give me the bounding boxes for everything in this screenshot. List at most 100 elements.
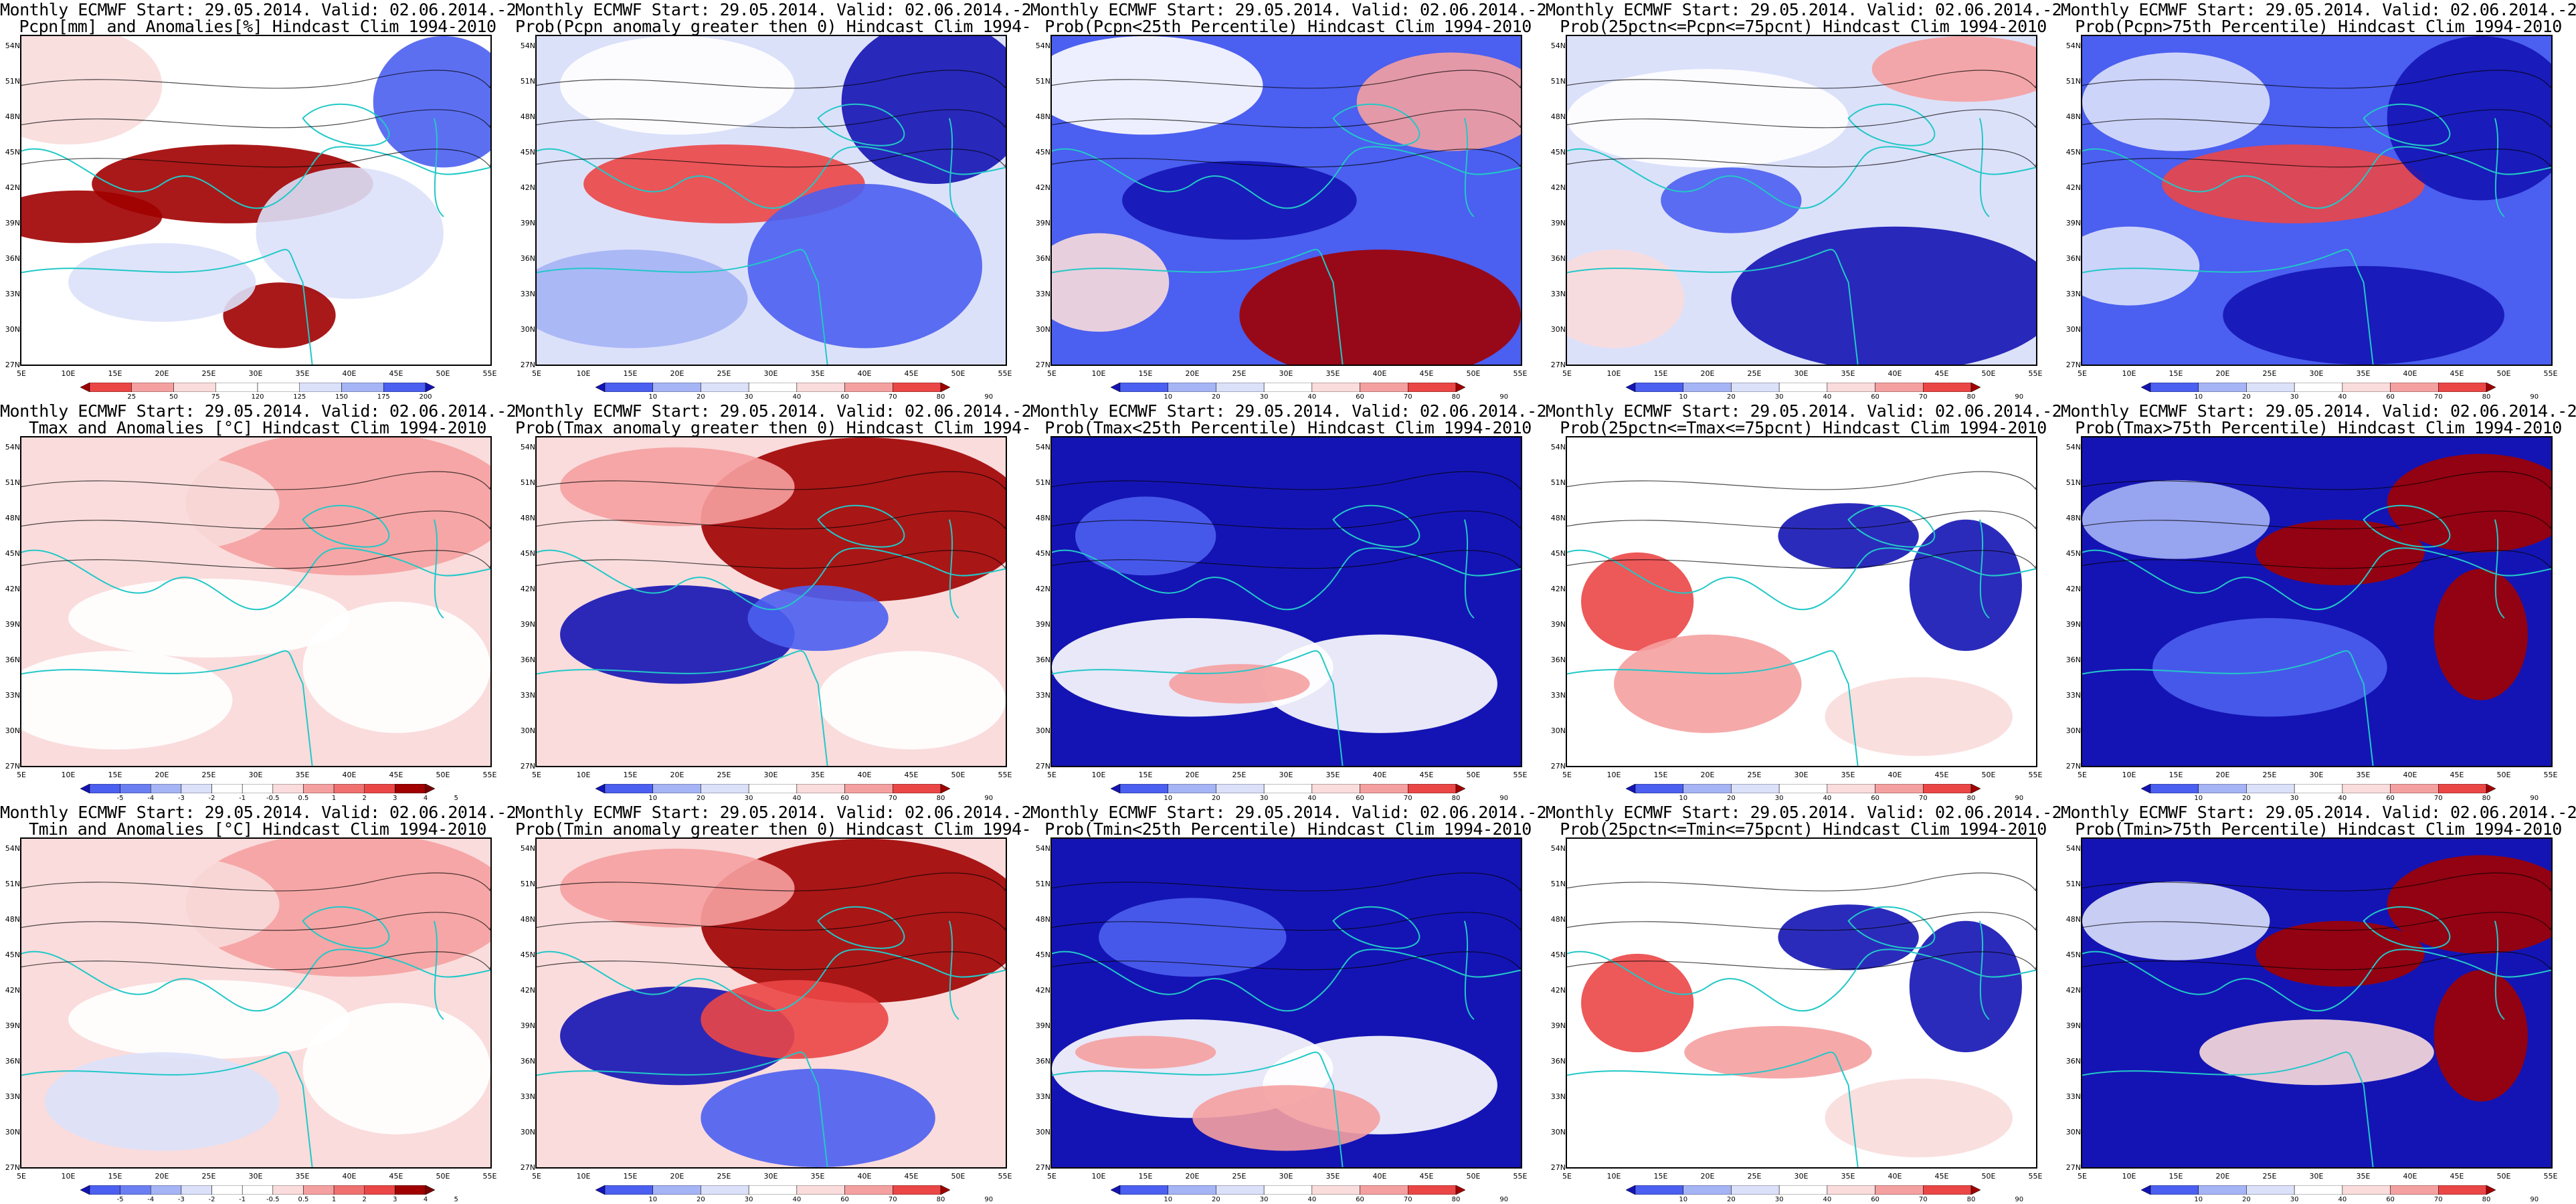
panel-title-line1: Monthly ECMWF Start: 29.05.2014. Valid: … — [1030, 803, 1546, 822]
lon-tick-label: 15E — [108, 1172, 122, 1181]
lon-tick-label: 40E — [2403, 369, 2417, 378]
panel-title-line2: Prob(Pcpn<25th Percentile) Hindcast Clim… — [1044, 17, 1532, 36]
contour-line — [1052, 872, 1521, 892]
lon-tick-label: 50E — [1981, 1172, 1996, 1181]
colorbar-end-arrow — [1626, 1185, 1636, 1195]
lon-tick-label: 45E — [2450, 771, 2464, 779]
map-frame — [20, 35, 492, 366]
colorbar-swatch — [1311, 784, 1360, 793]
coastline — [537, 1051, 828, 1167]
colorbar-end-arrow — [1626, 784, 1636, 793]
lon-tick-label: 20E — [670, 1172, 684, 1181]
colorbar-swatch — [652, 784, 701, 793]
black-sea-coast — [817, 504, 905, 548]
lon-tick-label: 5E — [1562, 771, 1572, 779]
colorbar-tick-label: 1 — [331, 1196, 337, 1203]
colorbar-swatch — [1923, 1185, 1972, 1195]
coastline — [2082, 249, 2374, 365]
colorbar — [1626, 784, 1981, 793]
colorbar-tick-label: -5 — [116, 795, 124, 802]
colorbar-swatch — [333, 784, 365, 793]
colorbar — [1111, 383, 1465, 392]
map-field — [1567, 437, 2036, 766]
lat-tick-label: 27N — [2065, 1163, 2081, 1172]
colorbar-tick-label: 60 — [840, 1196, 849, 1203]
lat-tick-label: 48N — [2065, 112, 2081, 121]
colorbar-tick-label: 60 — [2386, 1196, 2395, 1203]
colorbar — [80, 383, 435, 392]
colorbar-swatch — [272, 784, 304, 793]
lon-tick-label: 10E — [2122, 1172, 2136, 1181]
colorbar-swatch — [844, 1185, 893, 1195]
colorbar-tick-label: 1 — [331, 795, 337, 802]
colorbar — [1111, 784, 1465, 793]
lon-tick-label: 10E — [61, 771, 76, 779]
lat-tick-label: 33N — [5, 290, 20, 298]
lon-tick-label: 50E — [951, 369, 965, 378]
contour-line — [1567, 471, 2036, 490]
colorbar-swatch — [2390, 383, 2439, 392]
map-frame — [535, 837, 1007, 1169]
colorbar-tick-label: 40 — [2338, 1196, 2347, 1203]
colorbar-tick-label: 125 — [293, 393, 306, 401]
lat-tick-label: 33N — [1550, 290, 1566, 298]
lat-tick-label: 48N — [1550, 112, 1566, 121]
black-sea-coast — [1847, 906, 1936, 949]
lon-tick-label: 5E — [532, 369, 541, 378]
colorbar-tick-label: 60 — [1356, 1196, 1364, 1203]
colorbar-swatch — [1168, 1185, 1216, 1195]
map-field — [2082, 839, 2551, 1167]
colorbar-tick-label: 10 — [1679, 1196, 1688, 1203]
lat-tick-label: 54N — [1550, 41, 1566, 50]
colorbar-tick-label: 80 — [2482, 795, 2491, 802]
lon-tick-label: 30E — [763, 369, 778, 378]
contour-line — [21, 148, 490, 168]
colorbar-swatch — [1311, 1185, 1360, 1195]
contour-line — [21, 70, 490, 89]
lon-tick-label: 30E — [1794, 771, 1809, 779]
contour-line — [21, 951, 490, 971]
lat-tick-label: 51N — [2065, 77, 2081, 86]
lat-tick-label: 51N — [1550, 77, 1566, 86]
colorbar-tick-label: 80 — [936, 393, 945, 401]
colorbar-tick-label: 70 — [1403, 1196, 1412, 1203]
map-field — [1567, 36, 2036, 365]
lat-tick-label: 30N — [1550, 1128, 1566, 1136]
coastline — [1567, 146, 2036, 209]
field-anomaly-region — [560, 585, 795, 684]
lon-tick-label: 20E — [1185, 771, 1200, 779]
colorbar-tick-label: 70 — [2433, 393, 2443, 401]
black-sea-coast — [817, 906, 905, 949]
colorbar-swatch — [652, 1185, 701, 1195]
colorbar-tick-label: -0.5 — [266, 1196, 280, 1203]
coastline — [537, 249, 828, 365]
colorbar-end-arrow — [1111, 784, 1121, 793]
lon-tick-label: 25E — [1747, 369, 1762, 378]
colorbar-end-arrow — [595, 784, 606, 793]
field-anomaly-region — [1052, 36, 1263, 135]
lat-tick-label: 54N — [520, 443, 535, 452]
caspian-coast — [1979, 920, 1990, 1020]
contour-line — [537, 912, 1006, 931]
lon-tick-label: 10E — [2122, 771, 2136, 779]
colorbar-swatch — [1827, 784, 1875, 793]
colorbar-swatch — [1923, 784, 1972, 793]
lat-tick-label: 54N — [5, 443, 20, 452]
lon-tick-label: 30E — [248, 771, 263, 779]
lat-tick-label: 33N — [5, 1092, 20, 1101]
colorbar-swatches — [1626, 1185, 1981, 1195]
map-field — [21, 839, 490, 1167]
lat-tick-label: 54N — [2065, 844, 2081, 853]
colorbar-end-arrow — [595, 383, 606, 392]
lon-tick-label: 10E — [61, 1172, 76, 1181]
lon-tick-label: 20E — [155, 1172, 169, 1181]
colorbar-tick-label: 70 — [1918, 1196, 1928, 1203]
lon-tick-label: 45E — [389, 1172, 403, 1181]
colorbar-swatch — [2390, 784, 2439, 793]
coastline — [21, 948, 490, 1012]
colorbar-tick-label: 30 — [2290, 1196, 2299, 1203]
colorbar-swatch — [748, 383, 798, 392]
map-panel: Monthly ECMWF Start: 29.05.2014. Valid: … — [0, 401, 515, 803]
contour-line — [1052, 70, 1521, 89]
lat-tick-label: 54N — [1550, 844, 1566, 853]
